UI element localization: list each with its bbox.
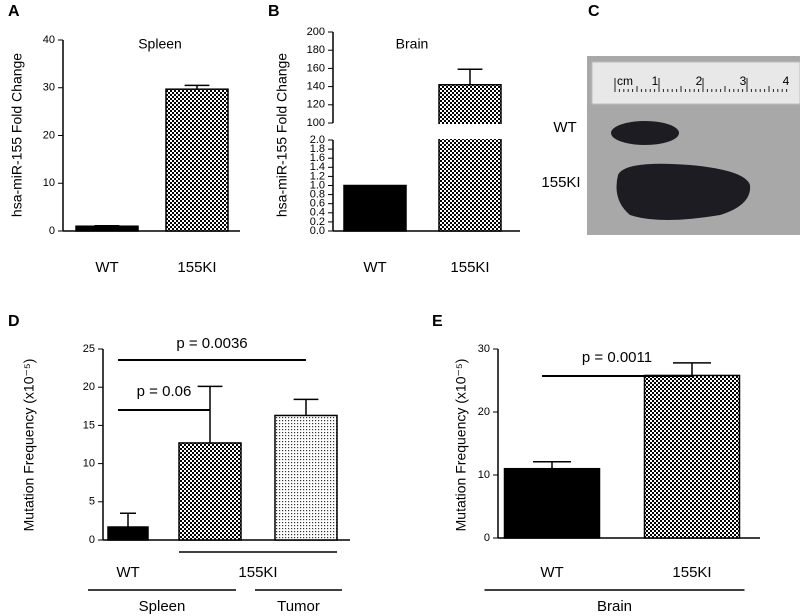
y-tick-label: 1.0 — [310, 179, 325, 191]
bar — [438, 84, 502, 232]
significance-label: p = 0.0011 — [582, 349, 652, 366]
y-tick-label: 160 — [307, 62, 325, 74]
y-axis-label: Mutation Frequency (x10⁻⁵) — [453, 359, 469, 532]
ruler — [591, 61, 800, 105]
y-tick-label: 1.4 — [310, 161, 325, 173]
bar — [343, 184, 407, 232]
y-axis-label: hsa-miR-155 Fold Change — [9, 53, 25, 217]
ruler-label: 4 — [783, 74, 790, 88]
y-tick-label: 20 — [43, 129, 55, 141]
y-tick-label: 30 — [478, 343, 490, 355]
y-tick-label: 5 — [89, 496, 95, 508]
ruler-label: 2 — [696, 74, 703, 88]
y-tick-label: 1.2 — [310, 170, 325, 182]
error-bar — [533, 461, 571, 469]
y-tick-label: 10 — [43, 177, 55, 189]
y-tick-label: 120 — [307, 99, 325, 111]
x-tick-label: 155KI — [672, 564, 711, 581]
ruler-label: 3 — [740, 74, 747, 88]
y-tick-label: 0.6 — [310, 198, 325, 210]
bar — [643, 374, 741, 539]
y-axis-label: Mutation Frequency (x10⁻⁵) — [21, 359, 37, 532]
y-tick-label: 200 — [307, 26, 325, 38]
organ — [616, 163, 751, 220]
x-tick-label: WT — [95, 259, 118, 276]
y-tick-label: 180 — [307, 44, 325, 56]
x-tick-label: WT — [363, 259, 386, 276]
photo-label: WT — [553, 119, 576, 136]
y-tick-label: 0.4 — [310, 207, 325, 219]
bar — [107, 526, 149, 541]
y-tick-label: 100 — [307, 117, 325, 129]
error-bar — [293, 398, 319, 416]
bar — [165, 88, 229, 232]
y-tick-label: 1.8 — [310, 143, 325, 155]
y-tick-label: 0 — [49, 225, 55, 237]
y-tick-label: 20 — [478, 406, 490, 418]
error-bar — [673, 362, 711, 376]
x-tick-label: WT — [540, 564, 563, 581]
group-label: Tumor — [277, 598, 320, 615]
y-tick-label: 140 — [307, 81, 325, 93]
span-label: 155KI — [238, 564, 277, 581]
bar — [274, 414, 338, 541]
photo-label: 155KI — [541, 174, 580, 191]
y-tick-label: 2.0 — [310, 134, 325, 146]
panel-letter: E — [432, 313, 443, 330]
chart-title: Spleen — [138, 36, 182, 52]
y-tick-label: 0.8 — [310, 189, 325, 201]
chart-title: Brain — [396, 36, 429, 52]
y-tick-label: 1.6 — [310, 152, 325, 164]
y-axis-label: hsa-miR-155 Fold Change — [274, 53, 290, 217]
y-tick-label: 0.0 — [310, 225, 325, 237]
x-tick-label: 155KI — [450, 259, 489, 276]
bar — [178, 442, 242, 541]
significance-label: p = 0.0036 — [176, 335, 247, 352]
axis-break-gap — [334, 124, 521, 139]
group-label: Spleen — [139, 598, 186, 615]
ruler-label: 1 — [652, 74, 659, 88]
panel-letter: A — [8, 3, 20, 20]
error-bar — [197, 385, 223, 443]
significance-label: p = 0.06 — [137, 383, 192, 400]
panel-letter: B — [268, 3, 280, 20]
organ — [611, 121, 679, 145]
y-tick-label: 30 — [43, 82, 55, 94]
y-tick-label: 10 — [83, 458, 95, 470]
error-bar — [457, 68, 483, 85]
x-tick-label: 155KI — [177, 259, 216, 276]
y-tick-label: 20 — [83, 381, 95, 393]
y-tick-label: 0.2 — [310, 216, 325, 228]
x-tick-label: WT — [116, 564, 139, 581]
y-tick-label: 40 — [43, 34, 55, 46]
bar — [75, 225, 139, 232]
y-tick-label: 0 — [89, 534, 95, 546]
panel-letter: D — [8, 313, 20, 330]
y-tick-label: 15 — [83, 419, 95, 431]
bar — [503, 467, 601, 539]
panel-letter: C — [588, 3, 600, 20]
y-tick-label: 0 — [484, 532, 490, 544]
ruler-label: cm — [617, 74, 633, 88]
group-label: Brain — [597, 598, 632, 615]
y-tick-label: 10 — [478, 469, 490, 481]
y-tick-label: 25 — [83, 343, 95, 355]
error-bar — [120, 512, 136, 528]
